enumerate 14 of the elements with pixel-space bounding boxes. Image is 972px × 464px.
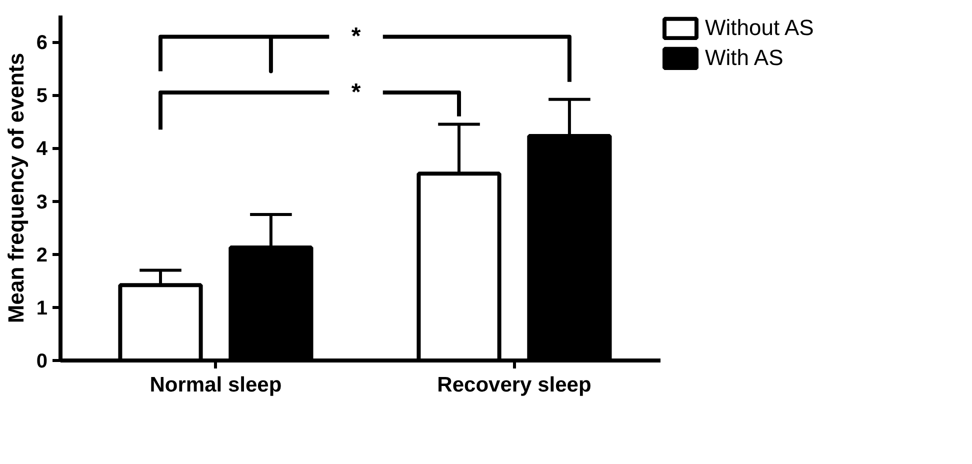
y-tick-label: 5 [36, 85, 48, 108]
y-tick-label: 4 [36, 138, 48, 160]
annotation: * [351, 78, 362, 106]
x-tick-label: Normal sleep [150, 374, 282, 396]
y-tick-label: 0 [36, 350, 48, 372]
y-tick-label: 3 [36, 191, 48, 214]
y-tick-label: 6 [36, 32, 48, 54]
legend-label: Without AS [705, 15, 814, 41]
legend-label: With AS [705, 45, 784, 71]
x-tick-label: Recovery sleep [437, 374, 592, 396]
y-tick-label: 1 [36, 297, 48, 320]
annotation: * [351, 23, 362, 50]
y-tick-label: 2 [36, 244, 48, 266]
y-axis-title: Mean frequency of events [3, 52, 28, 324]
